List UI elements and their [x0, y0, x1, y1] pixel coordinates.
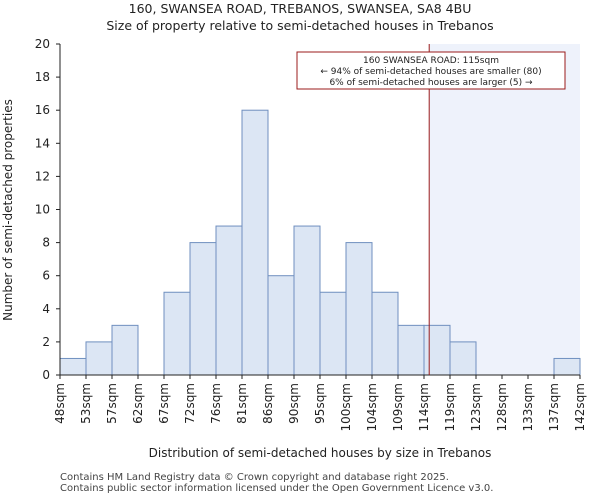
bar: [111, 324, 139, 376]
x-tick-label: 137sqm: [547, 383, 561, 431]
annotation-box: [296, 51, 566, 90]
bar: [293, 225, 321, 376]
x-tick-label: 81sqm: [235, 383, 249, 424]
y-tick-label: 12: [35, 169, 50, 183]
bar: [215, 225, 243, 376]
x-tick-label: 142sqm: [573, 383, 587, 431]
bar: [163, 291, 191, 376]
bar: [371, 291, 399, 376]
bar: [85, 341, 113, 376]
x-tick-label: 133sqm: [521, 383, 535, 431]
bar: [267, 275, 295, 376]
y-tick-label: 4: [42, 302, 50, 316]
x-tick-label: 76sqm: [209, 383, 223, 424]
x-tick-label: 53sqm: [79, 383, 93, 424]
y-axis-label: Number of semi-detached properties: [1, 99, 15, 321]
x-tick-label: 62sqm: [131, 383, 145, 424]
x-tick-label: 114sqm: [417, 383, 431, 431]
bar: [553, 357, 581, 376]
chart-title: 160, SWANSEA ROAD, TREBANOS, SWANSEA, SA…: [128, 1, 472, 16]
x-tick-label: 128sqm: [495, 383, 509, 431]
x-tick-label: 86sqm: [261, 383, 275, 424]
x-tick-label: 119sqm: [443, 383, 457, 431]
y-tick-label: 14: [35, 136, 50, 150]
x-axis: 48sqm 53sqm 57sqm 62sqm 67sqm 72sqm 76sqm 81sqm…: [53, 374, 587, 431]
annotation-line: 6% of semi-detached houses are larger (5…: [329, 78, 533, 88]
x-tick-label: 72sqm: [183, 383, 197, 424]
x-tick-label: 104sqm: [365, 383, 379, 431]
y-tick-label: 10: [35, 203, 50, 217]
y-tick-label: 16: [35, 103, 50, 117]
larger-region-shade: [429, 44, 580, 375]
histogram-chart: 0 2 4 6 8 10 12 14 16 18 20 48sqm 53sqm 57sqm 62sqm 67…: [1, 37, 587, 460]
chart-subtitle: Size of property relative to semi-detach…: [106, 18, 494, 33]
bar: [241, 109, 269, 376]
annotation-line: 160 SWANSEA ROAD: 115sqm: [363, 56, 499, 66]
annotation-line: ← 94% of semi-detached houses are smalle…: [320, 67, 541, 77]
x-tick-label: 67sqm: [157, 383, 171, 424]
bar: [449, 341, 477, 376]
bar: [319, 291, 347, 376]
y-tick-label: 0: [42, 368, 50, 382]
footer-line-2: Contains public sector information licen…: [60, 483, 494, 494]
y-tick-label: 8: [42, 236, 50, 250]
bar: [423, 324, 451, 376]
bar: [397, 324, 425, 376]
bar: [59, 357, 87, 376]
x-tick-label: 100sqm: [339, 383, 353, 431]
y-tick-label: 6: [42, 269, 50, 283]
x-tick-label: 123sqm: [469, 383, 483, 431]
x-tick-label: 95sqm: [313, 383, 327, 424]
x-tick-label: 57sqm: [105, 383, 119, 424]
y-axis: 0 2 4 6 8 10 12 14 16 18 20: [35, 37, 61, 382]
x-tick-label: 48sqm: [53, 383, 67, 424]
x-axis-label: Distribution of semi-detached houses by …: [149, 446, 492, 460]
footer-line-1: Contains HM Land Registry data © Crown c…: [60, 472, 449, 483]
y-tick-label: 18: [35, 70, 50, 84]
y-tick-label: 20: [35, 37, 50, 51]
y-tick-label: 2: [42, 335, 50, 349]
bar: [189, 242, 217, 376]
x-tick-label: 90sqm: [287, 383, 301, 424]
x-tick-label: 109sqm: [391, 383, 405, 431]
bars-group: [59, 44, 581, 376]
marker-group: 160 SWANSEA ROAD: 115sqm← 94% of semi-de…: [296, 44, 566, 375]
bar: [345, 242, 373, 376]
